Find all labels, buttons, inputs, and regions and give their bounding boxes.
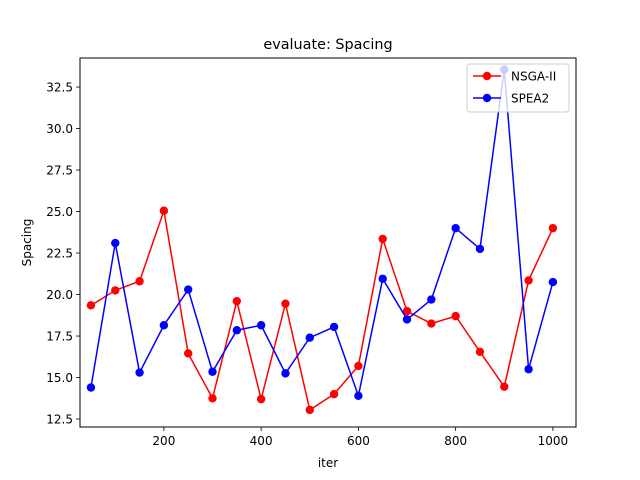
y-tick-label: 15.0 xyxy=(46,371,73,385)
data-point xyxy=(159,206,169,215)
y-axis: 12.5 15.0 17.5 20.0 22.5 25.0 27.5 30.0 32.5 xyxy=(46,80,80,426)
data-point xyxy=(208,367,217,376)
data-point xyxy=(427,295,436,304)
legend-marker xyxy=(482,93,492,103)
data-point xyxy=(402,315,412,324)
data-point xyxy=(183,349,193,358)
series-layer xyxy=(86,65,558,415)
data-point xyxy=(354,391,363,400)
data-point xyxy=(451,223,460,233)
x-tick-label: 200 xyxy=(152,434,175,448)
data-point xyxy=(159,321,169,330)
data-point xyxy=(427,319,436,328)
data-point xyxy=(256,321,266,330)
legend-marker xyxy=(482,71,492,81)
data-point xyxy=(281,369,290,378)
data-point xyxy=(524,365,533,374)
y-tick-label: 25.0 xyxy=(46,205,73,219)
series-line xyxy=(90,69,554,399)
plot-area-frame xyxy=(79,57,577,428)
x-tick-label: 1000 xyxy=(538,434,569,448)
data-point xyxy=(232,296,242,306)
y-tick-label: 30.0 xyxy=(46,122,73,136)
series-0 xyxy=(86,206,558,415)
y-tick-label: 32.5 xyxy=(46,80,73,94)
legend-label: NSGA-II xyxy=(511,69,556,83)
legend-entry: NSGA-II xyxy=(473,69,556,83)
y-tick-label: 22.5 xyxy=(46,246,73,260)
chart-title: evaluate: Spacing xyxy=(263,37,392,53)
data-point xyxy=(354,361,363,371)
series-line xyxy=(90,210,554,412)
x-tick-label: 400 xyxy=(250,434,273,448)
y-axis-label: Spacing xyxy=(20,219,34,267)
data-point xyxy=(86,383,96,392)
data-point xyxy=(329,389,339,399)
data-point xyxy=(86,301,96,310)
legend-label: SPEA2 xyxy=(511,91,549,105)
data-point xyxy=(135,368,144,377)
x-tick-label: 800 xyxy=(444,434,467,448)
data-point xyxy=(305,405,314,415)
legend: NSGA-II SPEA2 xyxy=(466,63,570,113)
data-point xyxy=(281,299,290,308)
data-point xyxy=(402,306,412,316)
data-point xyxy=(183,285,193,294)
x-axis: 200 400 600 800 1000 xyxy=(152,427,568,448)
data-point xyxy=(475,347,485,357)
data-point xyxy=(378,274,387,283)
legend-entry: SPEA2 xyxy=(473,91,549,105)
data-point xyxy=(548,223,558,233)
y-tick-label: 12.5 xyxy=(46,412,73,426)
data-point xyxy=(329,322,339,332)
data-point xyxy=(208,394,217,403)
data-point xyxy=(548,277,558,287)
data-point xyxy=(305,333,314,342)
data-point xyxy=(524,276,533,285)
data-point xyxy=(232,326,242,335)
data-point xyxy=(135,277,144,286)
y-tick-label: 20.0 xyxy=(46,288,73,302)
data-point xyxy=(378,234,387,244)
data-point xyxy=(111,238,120,248)
x-axis-label: iter xyxy=(318,456,338,470)
series-1 xyxy=(86,65,558,400)
y-tick-label: 27.5 xyxy=(46,163,73,177)
data-point xyxy=(111,286,120,295)
x-tick-label: 600 xyxy=(347,434,370,448)
data-point xyxy=(451,311,460,321)
data-point xyxy=(500,382,509,391)
data-point xyxy=(256,394,266,404)
data-point xyxy=(475,244,485,254)
y-tick-label: 17.5 xyxy=(46,329,73,343)
